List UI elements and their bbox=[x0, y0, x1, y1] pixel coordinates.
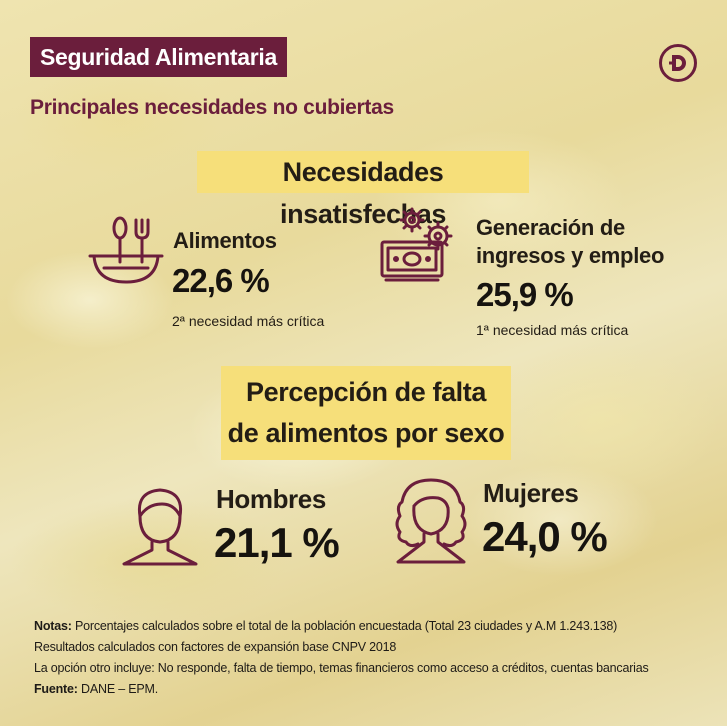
money-gears-icon bbox=[380, 207, 453, 282]
alimentos-note: 2ª necesidad más crítica bbox=[172, 313, 325, 329]
notes-block: Notas: Porcentajes calculados sobre el t… bbox=[34, 616, 704, 700]
ingresos-note: 1ª necesidad más crítica bbox=[476, 322, 629, 338]
brand-logo bbox=[659, 44, 697, 82]
source-label: Fuente: bbox=[34, 682, 78, 696]
header-tag: Seguridad Alimentaria bbox=[30, 37, 287, 77]
alimentos-label: Alimentos bbox=[173, 228, 277, 253]
hombres-label: Hombres bbox=[216, 484, 326, 514]
notes-label: Notas: bbox=[34, 619, 72, 633]
notes-line1: Notas: Porcentajes calculados sobre el t… bbox=[34, 616, 704, 637]
notes-line3: La opción otro incluye: No responde, fal… bbox=[34, 661, 649, 675]
woman-icon bbox=[395, 478, 467, 564]
notes-line2: Resultados calculados con factores de ex… bbox=[34, 640, 397, 654]
percepcion-title-line1: Percepción de falta bbox=[246, 377, 486, 407]
section-title-percepcion: Percepción de falta de alimentos por sex… bbox=[221, 366, 511, 460]
hombres-value: 21,1 % bbox=[214, 519, 340, 566]
percepcion-title-line2: de alimentos por sexo bbox=[227, 418, 505, 448]
source-line: Fuente: DANE – EPM. bbox=[34, 679, 704, 700]
ingresos-label-line2: ingresos y empleo bbox=[476, 243, 665, 268]
ingresos-value: 25,9 % bbox=[476, 276, 574, 313]
logo-d-icon bbox=[669, 55, 686, 71]
notes-text: Porcentajes calculados sobre el total de… bbox=[71, 619, 618, 633]
alimentos-value: 22,6 % bbox=[172, 262, 270, 299]
food-bowl-cutlery-icon bbox=[88, 216, 164, 284]
man-icon bbox=[122, 488, 198, 566]
section-title-necesidades: Necesidades insatisfechas bbox=[197, 151, 529, 229]
ingresos-label-line1: Generación de bbox=[476, 215, 625, 240]
source-text: DANE – EPM. bbox=[77, 682, 159, 696]
subtitle: Principales necesidades no cubiertas bbox=[30, 96, 394, 119]
mujeres-label: Mujeres bbox=[483, 478, 579, 508]
mujeres-value: 24,0 % bbox=[482, 513, 608, 560]
